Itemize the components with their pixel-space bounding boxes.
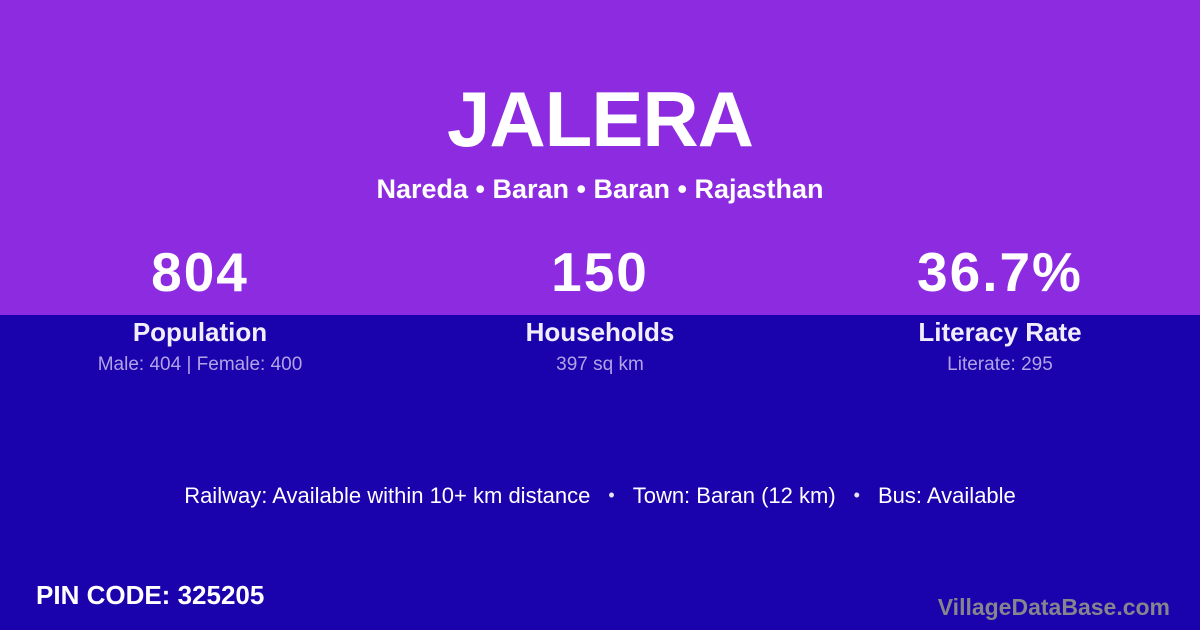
bullet-separator: • [608, 485, 615, 505]
population-label: Population [132, 317, 268, 347]
lower-section: Population Male: 404 | Female: 400 House… [0, 315, 1200, 630]
households-label: Households [525, 317, 675, 347]
literacy-rate-detail: Literate: 295 [947, 354, 1053, 375]
town-info: Town: Baran (12 km) [632, 483, 836, 508]
households-detail: 397 sq km [556, 354, 644, 375]
stats-values-row: 804 150 36.7% [0, 244, 1200, 300]
literacy-rate-value: 36.7% [917, 241, 1083, 303]
watermark-text: VillageDataBase.com [937, 594, 1170, 620]
village-title: JALERA [446, 75, 754, 163]
households-value: 150 [551, 241, 649, 303]
literacy-stat: Literacy Rate Literate: 295 [800, 317, 1200, 376]
literacy-rate-label: Literacy Rate [918, 317, 1082, 347]
population-stat: Population Male: 404 | Female: 400 [0, 317, 400, 376]
railway-info: Railway: Available within 10+ km distanc… [184, 483, 591, 508]
stats-labels-row: Population Male: 404 | Female: 400 House… [0, 315, 1200, 376]
households-stat: Households 397 sq km [400, 317, 800, 376]
population-detail: Male: 404 | Female: 400 [97, 354, 303, 375]
bus-info: Bus: Available [877, 483, 1016, 508]
hero-section: JALERA Nareda • Baran • Baran • Rajastha… [0, 0, 1200, 315]
transport-info-line: Railway: Available within 10+ km distanc… [0, 482, 1200, 509]
pin-code-text: PIN CODE: 325205 [36, 580, 265, 610]
village-breadcrumb: Nareda • Baran • Baran • Rajasthan [376, 174, 824, 204]
population-value: 804 [151, 241, 249, 303]
bullet-separator: • [853, 485, 860, 505]
